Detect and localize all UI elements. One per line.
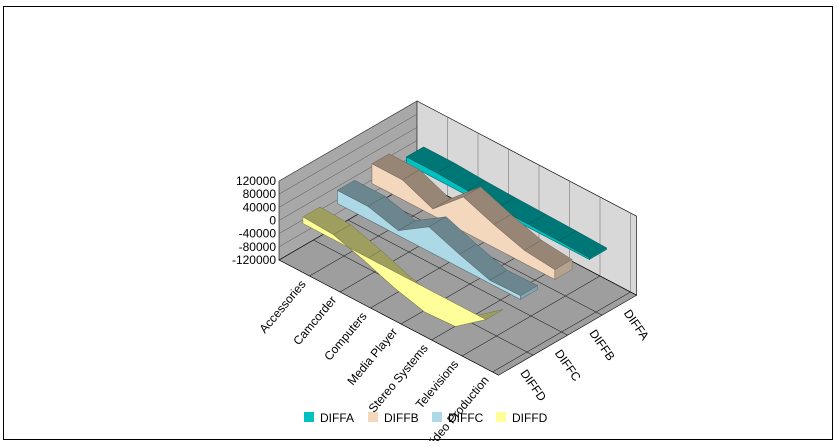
area-end-diffa <box>589 247 607 260</box>
legend-swatch <box>304 412 314 422</box>
y-tick-label: 80000 <box>243 187 277 201</box>
area-front-diffd <box>302 216 487 327</box>
category-label: Camcorder <box>290 293 339 347</box>
legend-swatch <box>496 412 506 422</box>
legend-swatch <box>432 412 442 422</box>
y-tick-label: 40000 <box>243 200 277 214</box>
legend-label: DIFFB <box>384 411 419 425</box>
y-tick-label: 120000 <box>236 174 276 188</box>
category-label: Televisions <box>413 357 461 411</box>
grid-line <box>278 113 418 195</box>
y-tick-label: -120000 <box>232 253 276 267</box>
series-diffc <box>336 180 539 300</box>
series-diffb <box>371 153 573 280</box>
legend: DIFFA DIFFB DIFFC DIFFD <box>304 411 548 425</box>
chart-3d-area: 12000080000400000-40000-80000-120000Acce… <box>232 100 652 447</box>
y-tick-label: -40000 <box>239 227 277 241</box>
y-tick-label: -80000 <box>239 240 277 254</box>
grid-line <box>278 127 418 208</box>
series-layer <box>302 146 608 327</box>
y-tick-label: 0 <box>269 214 276 228</box>
grid-line <box>278 100 418 182</box>
series-diffd <box>302 206 504 327</box>
legend-swatch <box>368 412 378 422</box>
series-axis-label: DIFFB <box>586 327 617 363</box>
grid-line <box>278 140 418 221</box>
legend-label: DIFFA <box>320 411 354 425</box>
category-label: Computers <box>321 309 369 363</box>
floor-grid-line <box>492 291 631 373</box>
chart-frame: 120000 80000 40000 0 -40000 -80000 -120000 Acce… <box>3 6 833 447</box>
area-end-diffd <box>485 309 504 320</box>
legend-label: DIFFC <box>448 411 484 425</box>
legend-label: DIFFD <box>512 411 548 425</box>
floor-grid-line <box>461 275 601 357</box>
series-axis-label: DIFFA <box>621 307 652 343</box>
series-axis-label: DIFFC <box>552 347 584 384</box>
area-end-diffb <box>554 259 573 280</box>
area-end-diffc <box>520 285 538 300</box>
series-axis-label: DIFFD <box>517 367 549 404</box>
